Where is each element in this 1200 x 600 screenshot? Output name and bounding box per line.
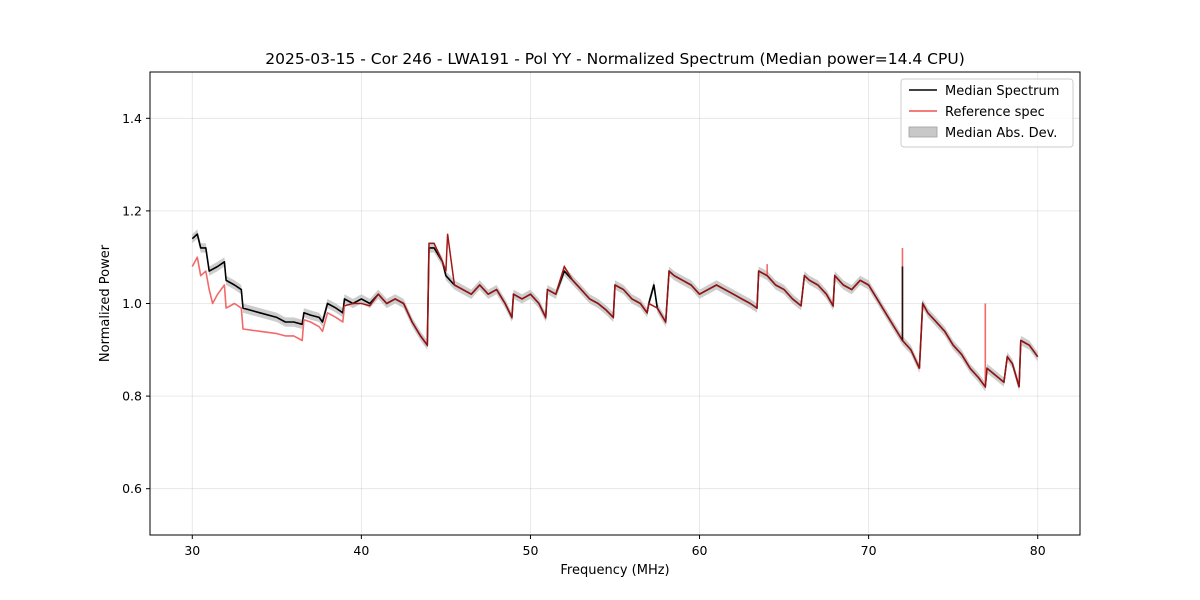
legend-label-mad: Median Abs. Dev. xyxy=(945,126,1057,141)
y-tick-label: 1.0 xyxy=(122,296,142,311)
x-axis: 30 40 50 60 70 80 xyxy=(184,535,1046,558)
y-axis-label: Normalized Power xyxy=(98,244,113,362)
overlap-line xyxy=(344,234,1039,389)
x-tick-label: 80 xyxy=(1030,543,1046,558)
y-tick-label: 1.4 xyxy=(122,111,142,126)
x-tick-label: 60 xyxy=(692,543,708,558)
x-tick-label: 50 xyxy=(523,543,539,558)
legend-swatch-mad xyxy=(908,126,938,138)
x-tick-label: 40 xyxy=(353,543,369,558)
legend-box xyxy=(900,78,1074,148)
legend-label-reference: Reference spec xyxy=(945,105,1045,120)
chart-title: 2025-03-15 - Cor 246 - LWA191 - Pol YY -… xyxy=(265,50,965,68)
y-tick-label: 1.2 xyxy=(122,203,142,218)
y-tick-label: 0.6 xyxy=(122,481,142,496)
legend-label-median: Median Spectrum xyxy=(945,84,1059,99)
y-tick-label: 0.8 xyxy=(122,389,142,404)
y-axis: 0.6 0.8 1.0 1.2 1.4 xyxy=(122,111,150,496)
plot-area xyxy=(191,229,1039,392)
x-axis-label: Frequency (MHz) xyxy=(560,563,669,578)
x-tick-label: 30 xyxy=(184,543,200,558)
legend: Median Spectrum Reference spec Median Ab… xyxy=(900,78,1074,148)
x-tick-label: 70 xyxy=(861,543,877,558)
